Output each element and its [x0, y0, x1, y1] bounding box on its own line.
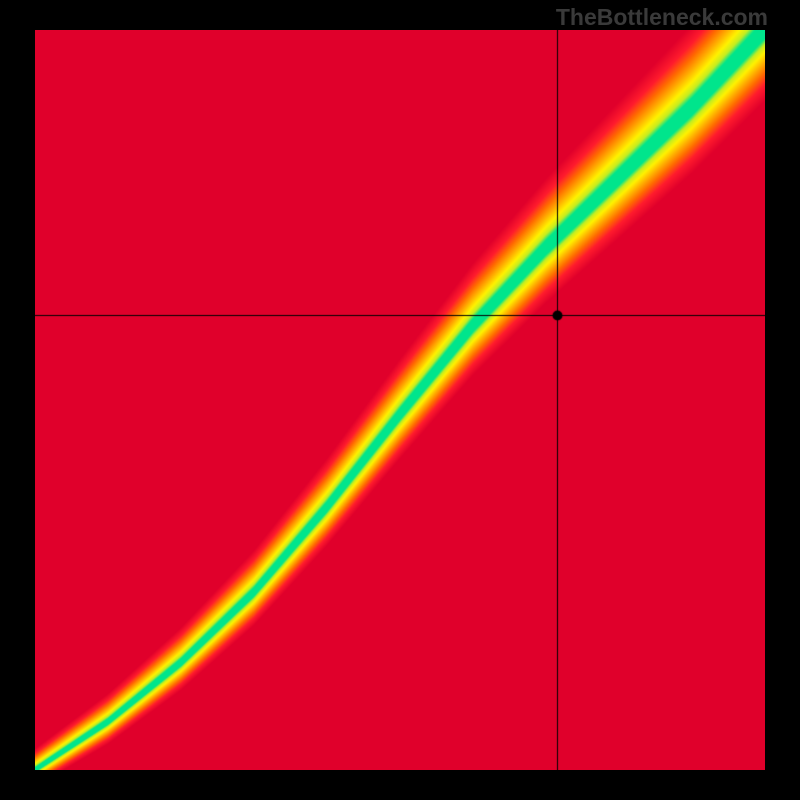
chart-container: TheBottleneck.com [0, 0, 800, 800]
bottleneck-heatmap [35, 30, 765, 770]
attribution-text: TheBottleneck.com [556, 4, 768, 31]
